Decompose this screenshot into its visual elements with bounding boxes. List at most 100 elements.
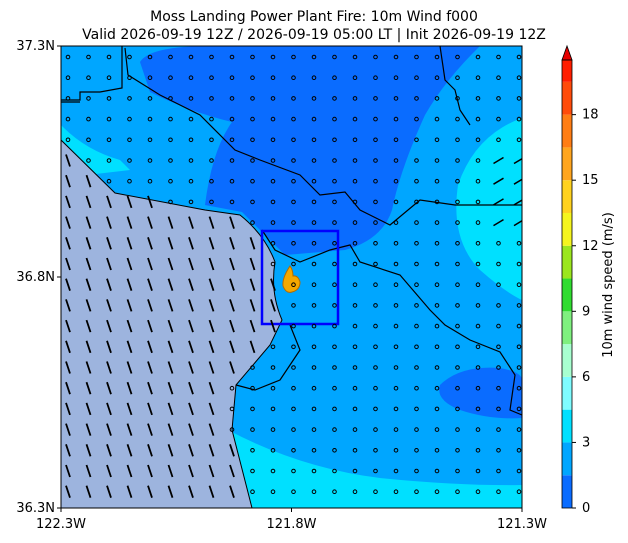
calm-dot	[496, 75, 501, 80]
calm-dot	[250, 365, 255, 370]
calm-dot	[311, 406, 317, 412]
calm-dot	[434, 75, 440, 80]
calm-dot	[209, 75, 214, 80]
colorbar-segment	[562, 180, 572, 213]
wind-barb	[167, 216, 174, 229]
calm-dot	[496, 116, 501, 122]
calm-dot	[352, 261, 358, 267]
calm-dot	[270, 448, 276, 453]
colorbar-segment	[562, 376, 572, 410]
calm-dot	[455, 448, 460, 453]
wind-barb	[126, 195, 133, 209]
calm-dot	[434, 448, 440, 453]
calm-dot	[373, 385, 378, 391]
calm-dot	[332, 199, 337, 205]
calm-dot	[332, 220, 337, 225]
calm-dot	[352, 489, 358, 495]
calm-dot	[188, 116, 194, 122]
wind-barb	[126, 340, 133, 354]
wind-barb	[208, 319, 215, 333]
calm-dot	[475, 75, 481, 80]
wind-barb	[167, 278, 174, 291]
wind-barb	[147, 402, 153, 416]
colorbar-tick-label: 0	[582, 501, 590, 516]
calm-dot	[434, 96, 440, 101]
calm-dot	[393, 448, 399, 453]
calm-dot	[270, 116, 276, 122]
wind-barb	[167, 444, 174, 457]
domain-box	[260, 229, 340, 326]
wind-barb	[147, 299, 153, 312]
calm-dot	[434, 220, 440, 225]
wind-barb	[147, 278, 153, 291]
calm-dot	[496, 261, 501, 267]
wind-barb	[147, 381, 153, 395]
wind-barb	[147, 257, 153, 271]
calm-dot	[270, 365, 276, 370]
wind-barb	[65, 278, 71, 291]
calm-dot	[475, 220, 481, 225]
calm-dot	[168, 54, 173, 60]
calm-dot	[393, 323, 399, 329]
wind-barb	[249, 299, 256, 312]
calm-dot	[455, 261, 460, 267]
calm-dot	[414, 137, 419, 143]
calm-dot	[414, 75, 419, 80]
calm-dot	[250, 54, 255, 60]
wind-barb	[106, 216, 112, 229]
calm-dot	[270, 427, 276, 432]
calm-dot	[496, 468, 501, 474]
calm-dot	[332, 303, 337, 308]
calm-dot	[270, 261, 276, 267]
calm-dot	[352, 116, 358, 122]
calm-dot	[270, 220, 276, 225]
calm-dot	[516, 406, 522, 412]
wind-barb	[65, 340, 71, 354]
calm-dot	[414, 323, 419, 329]
wind-barb	[65, 195, 71, 209]
colorbar-segment	[562, 212, 572, 246]
calm-dot	[270, 137, 276, 143]
calm-dot	[352, 137, 358, 143]
calm-dot	[373, 261, 378, 267]
calm-dot	[147, 116, 153, 122]
calm-dot	[270, 199, 276, 205]
calm-dot	[291, 323, 296, 329]
calm-dot	[209, 178, 214, 184]
calm-dot	[393, 96, 399, 101]
wind-barb	[249, 257, 256, 271]
calm-dot	[270, 468, 276, 474]
calm-dot	[147, 137, 153, 143]
calm-dot	[352, 385, 358, 391]
calm-dot	[229, 54, 235, 60]
wind-barb	[147, 464, 153, 478]
calm-dot	[250, 406, 255, 412]
calm-dot	[373, 116, 378, 122]
wind-barb	[188, 340, 194, 354]
calm-dot	[127, 178, 132, 184]
wind-barb	[106, 237, 112, 250]
wind-barb	[208, 340, 215, 354]
wind-barb	[85, 216, 92, 229]
calm-dot	[516, 385, 522, 391]
calm-dot	[106, 96, 112, 101]
colorbar-label: 10m wind speed (m/s)	[601, 212, 616, 358]
subtitle: Valid 2026-09-19 12Z / 2026-09-19 05:00 …	[82, 27, 546, 43]
wind-barb	[167, 299, 174, 312]
wind-barb	[188, 278, 194, 291]
wind-barb	[167, 237, 174, 250]
wind-barb	[85, 195, 92, 209]
calm-dot	[86, 116, 91, 122]
wind-barb	[188, 402, 194, 416]
calm-dot	[332, 261, 337, 267]
wind-barb	[65, 216, 71, 229]
wind-barb	[513, 199, 522, 206]
calm-dot	[414, 220, 419, 225]
calm-dot	[373, 489, 378, 495]
calm-dot	[127, 75, 132, 80]
calm-dot	[311, 220, 317, 225]
calm-dot	[455, 75, 460, 80]
wind-barb	[229, 464, 235, 478]
wind-barb	[65, 381, 71, 395]
calm-dot	[393, 54, 399, 60]
